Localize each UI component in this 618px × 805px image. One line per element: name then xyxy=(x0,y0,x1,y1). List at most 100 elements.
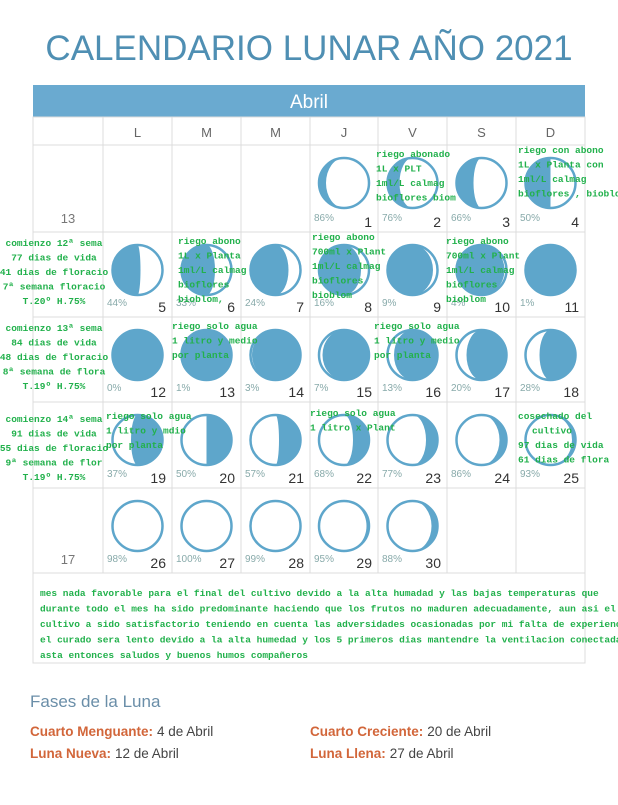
moon xyxy=(317,499,371,553)
weekday: L xyxy=(134,125,141,140)
annotation-line: cultivo xyxy=(532,426,572,437)
phase-label: Cuarto Creciente: xyxy=(310,724,423,739)
month-bar xyxy=(33,85,585,117)
illumination: 86% xyxy=(451,469,471,480)
illumination: 37% xyxy=(107,469,127,480)
moon xyxy=(455,413,508,467)
illumination: 20% xyxy=(451,383,471,394)
annotation-line: riego solo agua xyxy=(310,408,396,419)
annotation-line: 97 dias de vida xyxy=(518,440,604,451)
moon xyxy=(180,413,233,467)
annotation-line: 1 litro y medio xyxy=(172,336,258,347)
moon xyxy=(524,243,577,297)
moon xyxy=(180,328,233,382)
annotation-line: 1L x Planta xyxy=(178,251,241,262)
moon xyxy=(249,499,302,553)
illumination: 44% xyxy=(107,298,127,309)
annotation-line: cosechado del xyxy=(518,411,592,422)
moon xyxy=(180,243,233,297)
moon xyxy=(317,156,371,210)
illumination: 99% xyxy=(245,554,265,565)
moon xyxy=(386,243,439,297)
phase-label: Luna Llena: xyxy=(310,746,386,761)
page-title: CALENDARIO LUNAR AÑO 2021 xyxy=(45,29,572,68)
month-name: Abril xyxy=(290,92,328,113)
day-number: 25 xyxy=(563,470,579,486)
day-number: 13 xyxy=(219,384,235,400)
annotation-line: 7ª semana floracio xyxy=(3,282,106,293)
moon-shadow xyxy=(182,330,232,380)
moon xyxy=(455,156,508,210)
annotation-line: por planta xyxy=(374,350,431,361)
annotation-line: bioblom, xyxy=(178,294,224,305)
annotation-line: riego abono xyxy=(446,236,509,247)
moon-shadow xyxy=(481,415,507,465)
moon xyxy=(386,413,439,467)
annotation-line: riego abono xyxy=(178,236,241,247)
annotation-line: T.19º H.75% xyxy=(23,472,86,483)
day-number: 3 xyxy=(502,214,510,230)
moon xyxy=(317,413,371,467)
illumination: 13% xyxy=(382,383,402,394)
moon xyxy=(524,328,577,382)
day-number: 26 xyxy=(150,555,166,571)
annotation-line: bioflores xyxy=(312,276,364,287)
day-number: 1 xyxy=(364,214,372,230)
moon xyxy=(386,499,439,553)
illumination: 88% xyxy=(382,554,402,565)
annotation-line: 84 dias de vida xyxy=(11,338,97,349)
day-number: 20 xyxy=(219,470,235,486)
day-number: 14 xyxy=(288,384,304,400)
illumination: 86% xyxy=(314,213,334,224)
moon xyxy=(386,328,439,382)
moon-shadow xyxy=(525,245,575,295)
week-number: 17 xyxy=(61,552,75,567)
phase-entry: Luna Nueva: 12 de Abril xyxy=(30,746,179,761)
day-number: 18 xyxy=(563,384,579,400)
annotation-line: 1 litro x Plant xyxy=(310,423,396,434)
phases-title: Fases de la Luna xyxy=(30,692,161,711)
annotation-line: bioflores xyxy=(178,280,230,291)
illumination: 93% xyxy=(520,469,540,480)
illumination: 66% xyxy=(451,213,471,224)
weekday: J xyxy=(341,125,348,140)
annotation-line: bioblom xyxy=(446,294,486,305)
moon-shadow xyxy=(275,415,301,465)
moon-shadow xyxy=(387,245,433,295)
annotation-line: riego abono xyxy=(312,232,375,243)
annotation-line: 1L x Planta con xyxy=(518,160,604,171)
moon-shadow xyxy=(344,415,369,465)
phase-date: 4 de Abril xyxy=(157,724,213,739)
moon xyxy=(455,243,508,297)
annotation-line: 61 dias de flora xyxy=(518,455,610,466)
moon-shadow xyxy=(539,330,576,380)
illumination: 95% xyxy=(314,554,334,565)
day-number: 9 xyxy=(433,299,441,315)
phase-entry: Cuarto Creciente: 20 de Abril xyxy=(310,724,491,739)
moon xyxy=(249,413,302,467)
day-number: 10 xyxy=(494,299,510,315)
moon-shadow xyxy=(131,415,163,465)
moon-shadow xyxy=(412,415,438,465)
annotation-line: 1ml/L calmag xyxy=(178,265,247,276)
moon xyxy=(180,499,233,553)
moon xyxy=(111,413,164,467)
moon-shadow xyxy=(394,330,438,380)
annotation-line: T.20º H.75% xyxy=(23,296,86,307)
annotation-line: 77 dias de vida xyxy=(11,253,97,264)
illumination: 28% xyxy=(520,383,540,394)
illumination: 16% xyxy=(314,298,334,309)
moon-disc xyxy=(180,499,233,553)
moon-shadow xyxy=(112,330,163,380)
annotation-line: 55 dias de floracio xyxy=(0,443,108,454)
day-number: 2 xyxy=(433,214,441,230)
day-number: 17 xyxy=(494,384,510,400)
note-line: asta entonces saludos y buenos humos com… xyxy=(40,650,308,661)
annotation-line: riego solo agua xyxy=(106,411,192,422)
phase-label: Luna Nueva: xyxy=(30,746,111,761)
day-number: 5 xyxy=(158,299,166,315)
illumination: 98% xyxy=(107,554,127,565)
moon-shadow xyxy=(319,245,361,295)
